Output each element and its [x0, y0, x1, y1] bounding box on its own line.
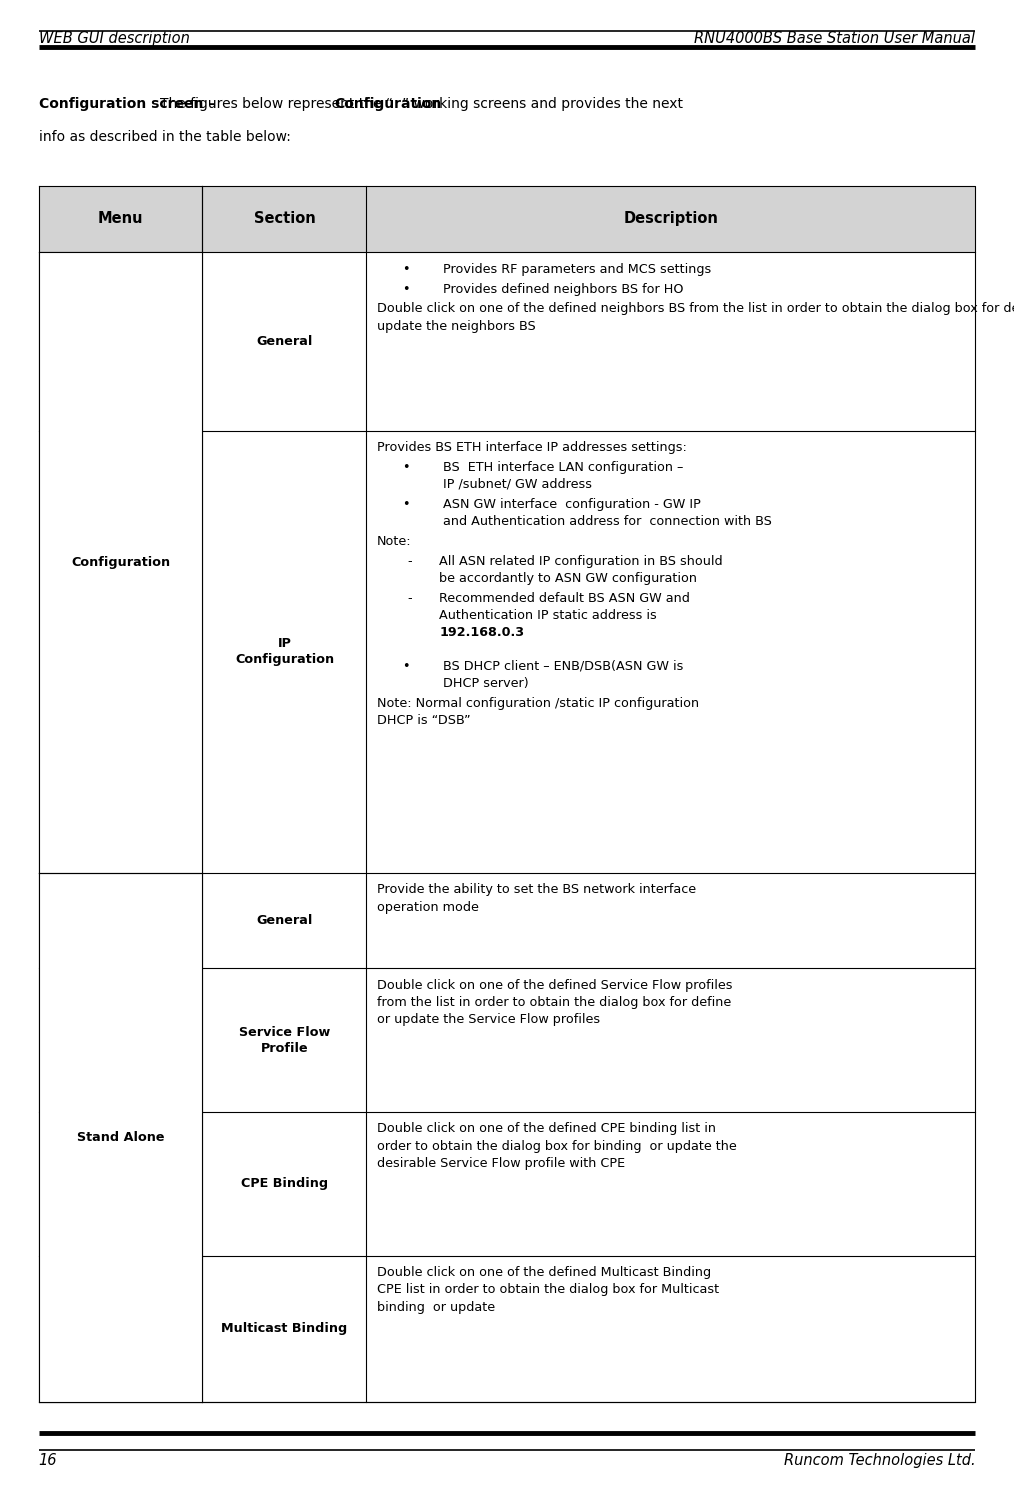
Text: binding  or update: binding or update — [376, 1300, 495, 1313]
Text: •: • — [402, 283, 410, 296]
Text: 192.168.0.3: 192.168.0.3 — [439, 627, 524, 639]
Text: The figures below represent the “: The figures below represent the “ — [160, 97, 392, 111]
Text: •: • — [402, 263, 410, 275]
Text: General: General — [257, 335, 312, 349]
Text: CPE list in order to obtain the dialog box for Multicast: CPE list in order to obtain the dialog b… — [376, 1284, 719, 1297]
Text: BS  ETH interface LAN configuration –: BS ETH interface LAN configuration – — [442, 461, 682, 474]
Text: •: • — [402, 660, 410, 673]
Text: BS DHCP client – ENB/DSB(ASN GW is: BS DHCP client – ENB/DSB(ASN GW is — [442, 660, 682, 673]
Text: Provides RF parameters and MCS settings: Provides RF parameters and MCS settings — [442, 263, 711, 275]
Text: Note: Normal configuration /static IP configuration: Note: Normal configuration /static IP co… — [376, 697, 699, 711]
Text: Section: Section — [254, 211, 315, 226]
Text: DHCP is “DSB”: DHCP is “DSB” — [376, 714, 470, 727]
Text: RNU4000BS Base Station User Manual: RNU4000BS Base Station User Manual — [695, 31, 975, 46]
Text: •: • — [402, 498, 410, 510]
Text: Runcom Technologies Ltd.: Runcom Technologies Ltd. — [784, 1453, 975, 1468]
Text: order to obtain the dialog box for binding  or update the: order to obtain the dialog box for bindi… — [376, 1140, 736, 1153]
Text: -: - — [407, 555, 412, 568]
Text: 16: 16 — [39, 1453, 57, 1468]
Text: Double click on one of the defined neighbors BS from the list in order to obtain: Double click on one of the defined neigh… — [376, 302, 1014, 316]
Text: Description: Description — [624, 211, 718, 226]
Bar — [39, 874, 203, 1402]
Text: IP
Configuration: IP Configuration — [235, 637, 334, 666]
Text: All ASN related IP configuration in BS should: All ASN related IP configuration in BS s… — [439, 555, 723, 568]
Text: info as described in the table below:: info as described in the table below: — [39, 130, 290, 144]
Text: IP /subnet/ GW address: IP /subnet/ GW address — [442, 479, 591, 491]
Text: ” working screens and provides the next: ” working screens and provides the next — [403, 97, 683, 111]
Text: desirable Service Flow profile with CPE: desirable Service Flow profile with CPE — [376, 1156, 625, 1170]
Text: General: General — [257, 914, 312, 928]
Text: Menu: Menu — [97, 211, 143, 226]
Text: Configuration: Configuration — [71, 557, 170, 568]
Text: Provides defined neighbors BS for HO: Provides defined neighbors BS for HO — [442, 283, 683, 296]
Text: Configuration screen –: Configuration screen – — [39, 97, 220, 111]
Text: Note:: Note: — [376, 536, 412, 548]
Text: and Authentication address for  connection with BS: and Authentication address for connectio… — [442, 515, 772, 528]
Text: CPE Binding: CPE Binding — [241, 1177, 329, 1191]
Text: -: - — [407, 592, 412, 604]
Text: be accordantly to ASN GW configuration: be accordantly to ASN GW configuration — [439, 571, 698, 585]
Bar — [39, 186, 975, 253]
Text: Double click on one of the defined Service Flow profiles: Double click on one of the defined Servi… — [376, 978, 732, 992]
Text: from the list in order to obtain the dialog box for define: from the list in order to obtain the dia… — [376, 996, 731, 1008]
Text: or update the Service Flow profiles: or update the Service Flow profiles — [376, 1013, 599, 1026]
Text: Authentication IP static address is: Authentication IP static address is — [439, 609, 657, 622]
Text: Provide the ability to set the BS network interface: Provide the ability to set the BS networ… — [376, 884, 696, 896]
Text: ASN GW interface  configuration - GW IP: ASN GW interface configuration - GW IP — [442, 498, 701, 510]
Text: •: • — [402, 461, 410, 474]
Text: DHCP server): DHCP server) — [442, 678, 528, 690]
Text: update the neighbors BS: update the neighbors BS — [376, 320, 535, 332]
Bar — [39, 253, 203, 874]
Text: Double click on one of the defined Multicast Binding: Double click on one of the defined Multi… — [376, 1266, 711, 1279]
Text: WEB GUI description: WEB GUI description — [39, 31, 190, 46]
Text: Service Flow
Profile: Service Flow Profile — [239, 1026, 331, 1055]
Text: Provides BS ETH interface IP addresses settings:: Provides BS ETH interface IP addresses s… — [376, 441, 686, 453]
Text: Multicast Binding: Multicast Binding — [221, 1322, 348, 1336]
Text: operation mode: operation mode — [376, 901, 479, 914]
Text: Recommended default BS ASN GW and: Recommended default BS ASN GW and — [439, 592, 691, 604]
Text: Stand Alone: Stand Alone — [77, 1131, 164, 1144]
Text: Configuration: Configuration — [334, 97, 441, 111]
Text: Double click on one of the defined CPE binding list in: Double click on one of the defined CPE b… — [376, 1122, 716, 1135]
